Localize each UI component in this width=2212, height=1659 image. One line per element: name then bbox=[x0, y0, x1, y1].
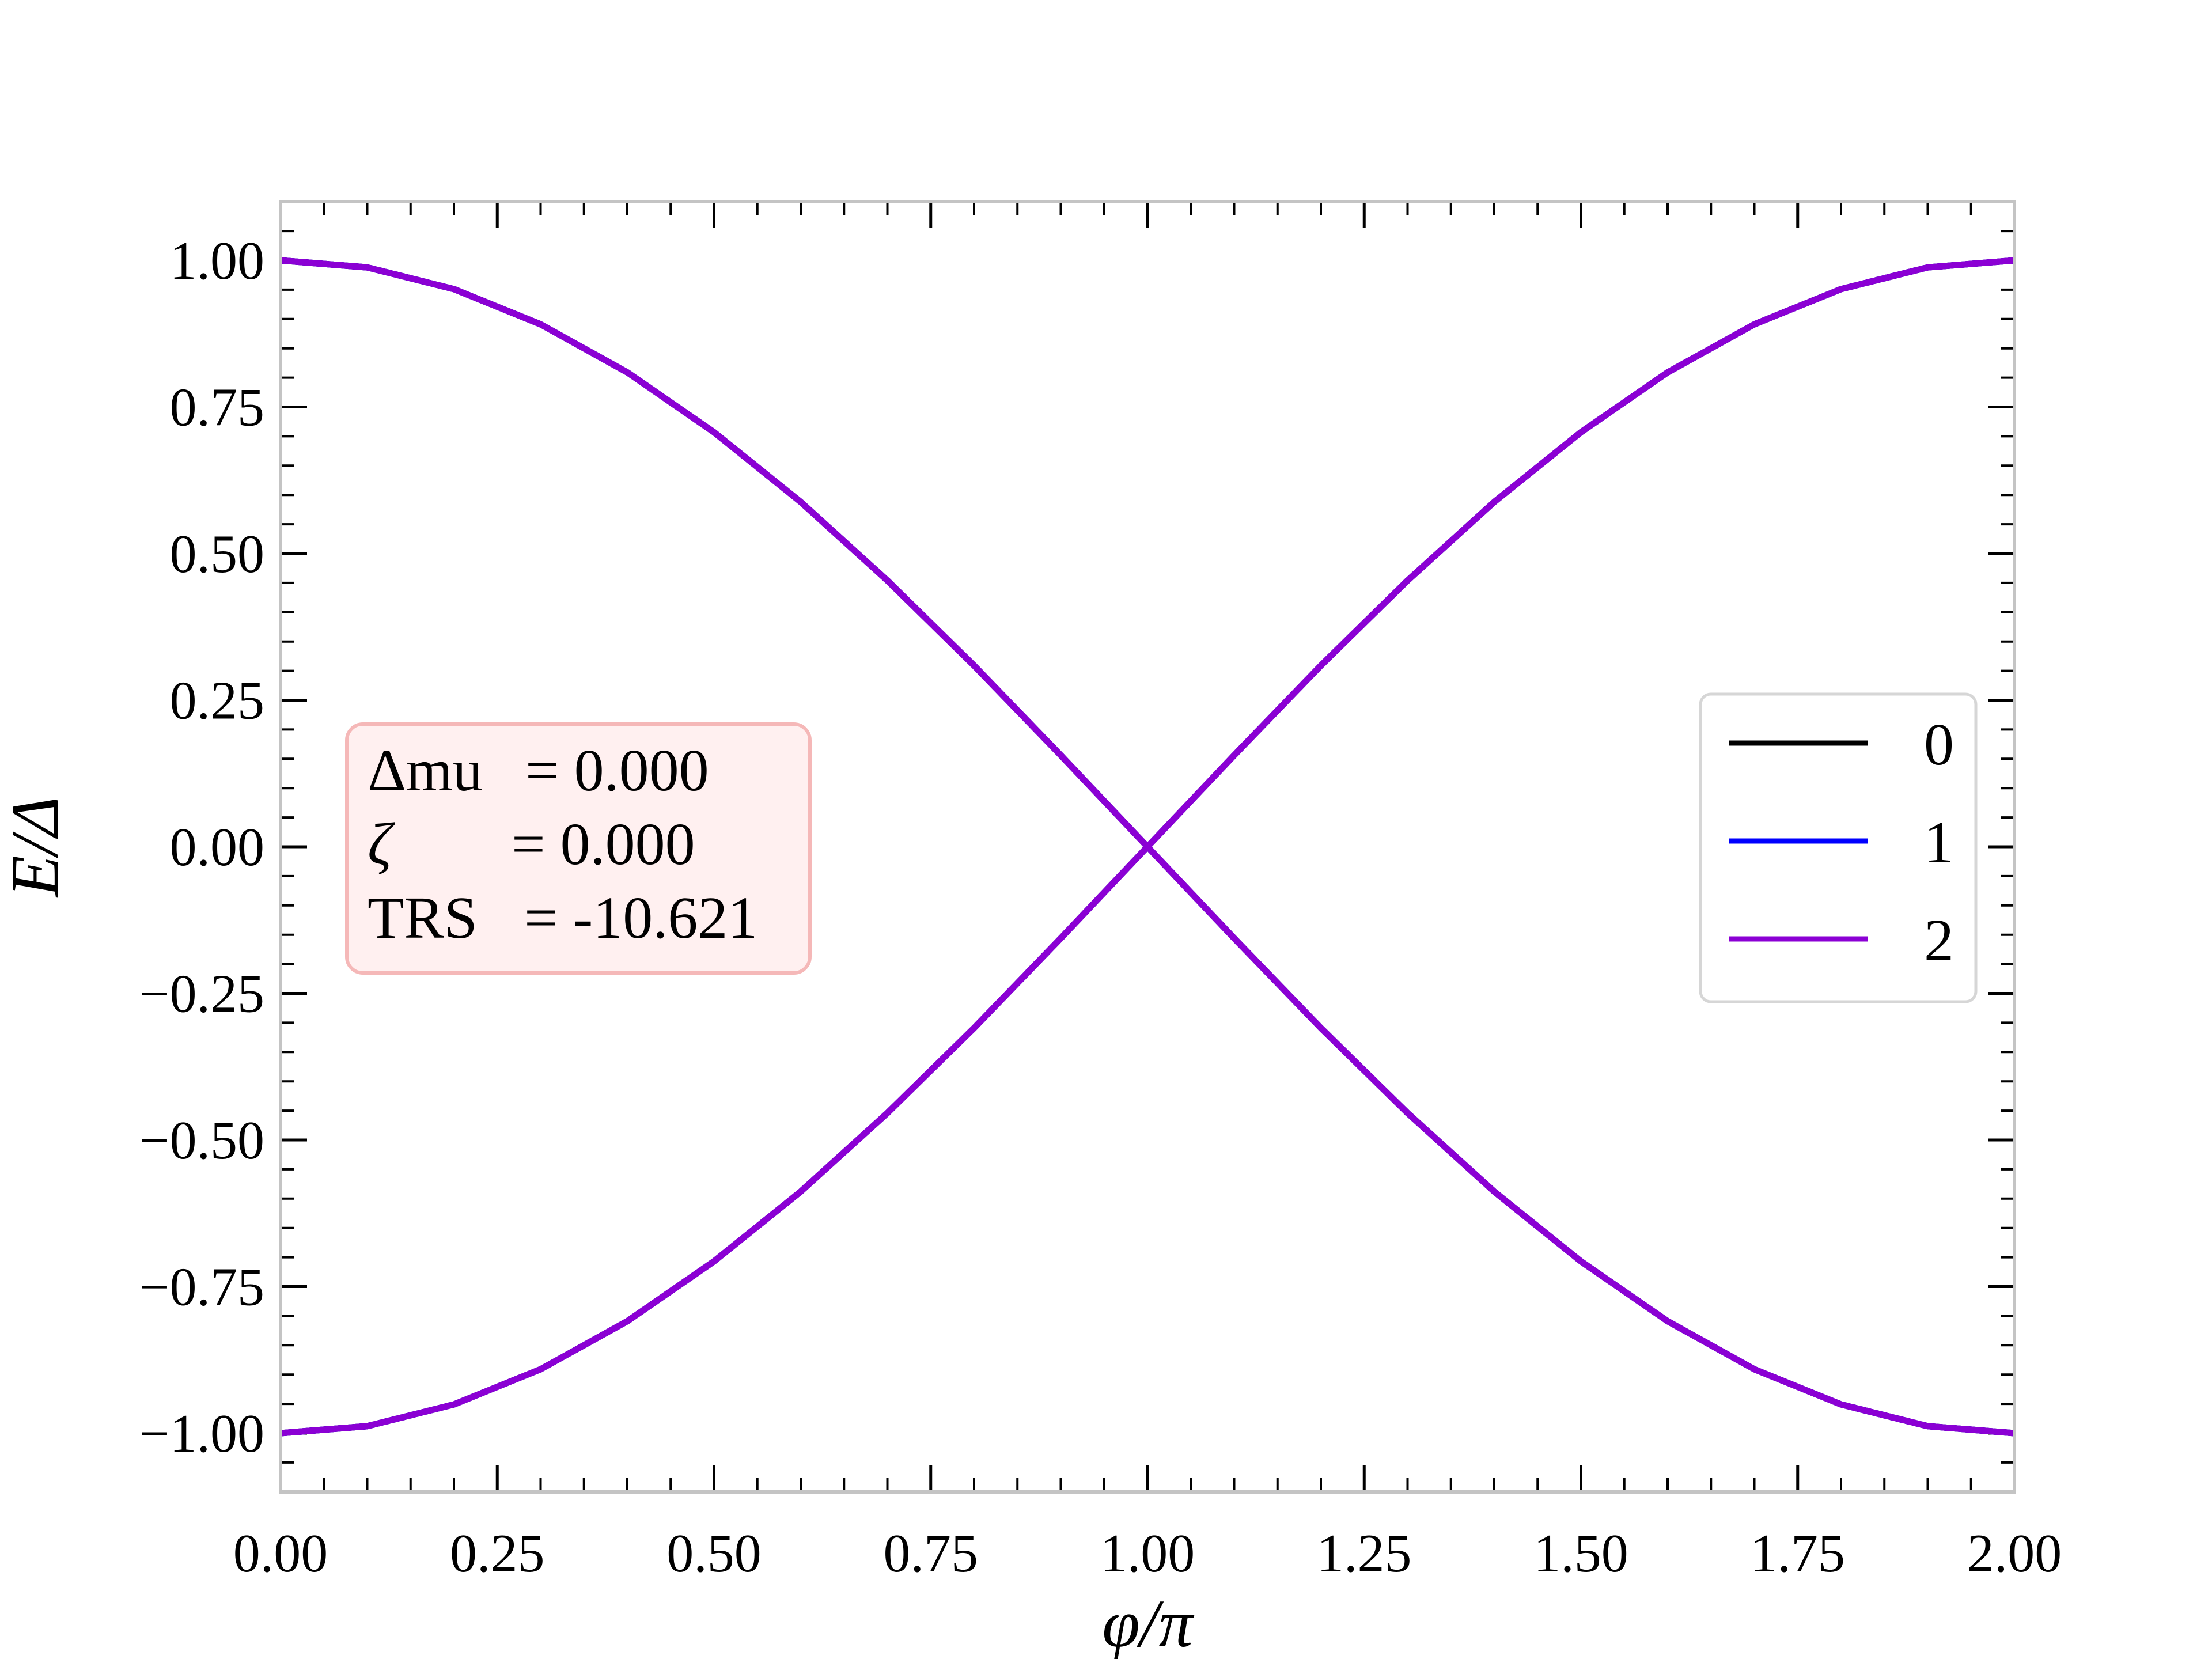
legend-label-2: 2 bbox=[1924, 907, 1954, 974]
plot-frame bbox=[279, 200, 2016, 1494]
x-tick-label: 1.25 bbox=[1317, 1524, 1412, 1584]
x-tick-label: 1.50 bbox=[1533, 1524, 1628, 1584]
y-tick-label: −0.75 bbox=[139, 1257, 264, 1317]
series-2-line-1 bbox=[280, 257, 2015, 1437]
y-tick-label: −0.50 bbox=[139, 1111, 264, 1171]
x-tick-label: 0.50 bbox=[666, 1524, 762, 1584]
y-tick-label: −1.00 bbox=[139, 1404, 264, 1464]
annotation-value-mu: = 0.000 bbox=[525, 737, 709, 804]
y-tick-label: 0.25 bbox=[170, 671, 265, 731]
legend: 0 1 2 bbox=[1699, 692, 1978, 1003]
minor-ticks bbox=[281, 202, 2014, 1492]
y-tick-label: 0.50 bbox=[170, 524, 265, 584]
y-tick-label: 0.00 bbox=[170, 817, 265, 877]
legend-label-1: 1 bbox=[1924, 809, 1954, 876]
legend-box bbox=[1699, 692, 1978, 1003]
x-tick-label: 0.25 bbox=[450, 1524, 545, 1584]
x-tick-label: 1.00 bbox=[1100, 1524, 1195, 1584]
series-lines bbox=[280, 257, 2015, 1437]
annotation-box: Δmu = 0.000 ζ = 0.000 TRS = -10.621 bbox=[345, 722, 812, 975]
y-tick-label: 1.00 bbox=[170, 231, 265, 291]
x-tick-label: 2.00 bbox=[1967, 1524, 2062, 1584]
y-tick-labels: 1.00 0.75 0.50 0.25 0.00 −0.25 −0.50 −0.75 −1.00 bbox=[139, 231, 264, 1464]
x-tick-label: 1.75 bbox=[1751, 1524, 1846, 1584]
annotation-box-background bbox=[345, 722, 812, 975]
x-tick-label: 0.75 bbox=[884, 1524, 979, 1584]
annotation-label-mu: Δmu bbox=[368, 737, 483, 804]
y-tick-label: 0.75 bbox=[170, 378, 265, 438]
legend-label-0: 0 bbox=[1924, 711, 1954, 778]
annotation-label-trs: TRS bbox=[368, 885, 478, 951]
x-tick-label: 0.00 bbox=[233, 1524, 328, 1584]
y-axis-label: E/Δ bbox=[0, 797, 73, 898]
annotation-value-zeta: = 0.000 bbox=[512, 811, 695, 877]
x-axis-label: φ/π bbox=[1102, 1586, 1194, 1659]
x-tick-labels: 0.00 0.25 0.50 0.75 1.00 1.25 1.50 1.75 2.00 bbox=[233, 1524, 2062, 1584]
annotation-value-trs: = -10.621 bbox=[524, 885, 757, 951]
annotation-label-zeta: ζ bbox=[368, 811, 395, 877]
y-tick-label: −0.25 bbox=[139, 964, 264, 1024]
